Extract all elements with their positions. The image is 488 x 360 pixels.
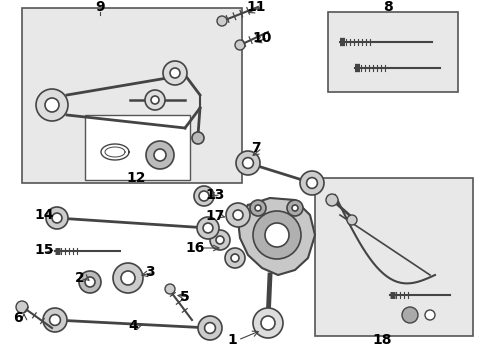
Circle shape bbox=[299, 171, 324, 195]
Circle shape bbox=[325, 194, 337, 206]
Circle shape bbox=[85, 277, 95, 287]
Circle shape bbox=[163, 61, 186, 85]
Circle shape bbox=[242, 158, 253, 168]
Circle shape bbox=[199, 191, 208, 201]
Text: 2: 2 bbox=[75, 271, 85, 285]
Text: 14: 14 bbox=[34, 208, 54, 222]
Text: 15: 15 bbox=[34, 243, 54, 257]
Circle shape bbox=[216, 236, 224, 244]
Text: 12: 12 bbox=[126, 171, 145, 185]
Circle shape bbox=[170, 68, 180, 78]
Circle shape bbox=[249, 200, 265, 216]
Circle shape bbox=[113, 263, 142, 293]
Bar bbox=[85, 115, 190, 180]
Circle shape bbox=[45, 98, 59, 112]
Text: 13: 13 bbox=[205, 188, 224, 202]
Circle shape bbox=[49, 315, 61, 325]
Text: 17: 17 bbox=[205, 209, 224, 223]
Circle shape bbox=[52, 213, 62, 223]
Text: 6: 6 bbox=[13, 311, 23, 325]
Circle shape bbox=[401, 307, 417, 323]
Text: 16: 16 bbox=[185, 241, 204, 255]
Circle shape bbox=[230, 254, 239, 262]
Text: 11: 11 bbox=[246, 0, 265, 14]
Circle shape bbox=[151, 96, 159, 104]
Circle shape bbox=[424, 310, 434, 320]
Circle shape bbox=[36, 89, 68, 121]
Text: 4: 4 bbox=[128, 319, 138, 333]
Circle shape bbox=[306, 177, 317, 188]
Bar bbox=[314, 178, 472, 336]
Text: 8: 8 bbox=[382, 0, 392, 14]
Circle shape bbox=[43, 308, 67, 332]
Text: 18: 18 bbox=[371, 333, 391, 347]
Text: 7: 7 bbox=[251, 141, 260, 155]
Circle shape bbox=[209, 230, 229, 250]
Circle shape bbox=[261, 316, 274, 330]
Circle shape bbox=[121, 271, 135, 285]
Circle shape bbox=[224, 248, 244, 268]
Circle shape bbox=[286, 200, 303, 216]
Bar bbox=[327, 12, 457, 92]
Circle shape bbox=[154, 149, 165, 161]
Circle shape bbox=[254, 205, 261, 211]
Circle shape bbox=[235, 40, 244, 50]
Text: 9: 9 bbox=[95, 0, 104, 14]
Circle shape bbox=[264, 223, 288, 247]
Circle shape bbox=[16, 301, 28, 313]
Circle shape bbox=[197, 217, 219, 239]
Circle shape bbox=[198, 316, 222, 340]
Circle shape bbox=[204, 323, 215, 333]
Circle shape bbox=[145, 90, 164, 110]
Polygon shape bbox=[238, 198, 314, 275]
Circle shape bbox=[236, 151, 260, 175]
Circle shape bbox=[346, 215, 356, 225]
Circle shape bbox=[232, 210, 243, 220]
Circle shape bbox=[225, 203, 249, 227]
Circle shape bbox=[146, 141, 174, 169]
Circle shape bbox=[252, 308, 283, 338]
Circle shape bbox=[203, 223, 212, 233]
Circle shape bbox=[79, 271, 101, 293]
Circle shape bbox=[291, 205, 297, 211]
Circle shape bbox=[217, 16, 226, 26]
Text: 1: 1 bbox=[226, 333, 236, 347]
Circle shape bbox=[164, 284, 175, 294]
Circle shape bbox=[192, 132, 203, 144]
Circle shape bbox=[252, 211, 301, 259]
Text: 3: 3 bbox=[145, 265, 155, 279]
Circle shape bbox=[194, 186, 214, 206]
Circle shape bbox=[46, 207, 68, 229]
Bar bbox=[22, 8, 242, 183]
Text: 10: 10 bbox=[252, 31, 271, 45]
Text: 5: 5 bbox=[180, 290, 189, 304]
